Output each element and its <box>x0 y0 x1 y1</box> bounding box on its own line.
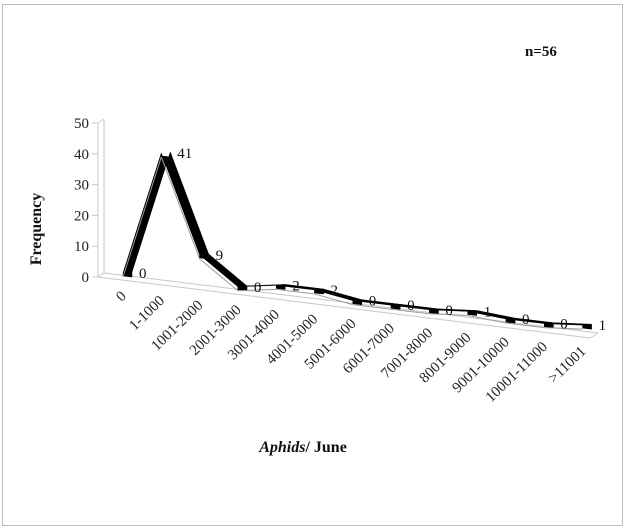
data-label: 0 <box>522 312 530 328</box>
back-wall-top-edge <box>98 119 104 123</box>
data-label: 0 <box>445 303 453 319</box>
y-tick-label: 30 <box>74 178 89 194</box>
ribbon-segment <box>123 152 170 277</box>
x-axis-title-italic: Aphids <box>258 439 305 456</box>
y-axis-title: Frequency <box>28 193 45 266</box>
data-labels: 0 41 9 0 2 2 0 0 0 1 0 0 1 <box>139 146 606 334</box>
data-label: 1 <box>484 304 492 320</box>
data-label: 9 <box>216 248 224 264</box>
x-tick-label: 0 <box>113 288 130 305</box>
y-tick-label: 50 <box>74 116 89 132</box>
ribbon-edge-highlight <box>123 157 161 277</box>
ribbon-segment <box>161 152 208 259</box>
sample-size-label: n=56 <box>525 44 557 60</box>
data-label: 0 <box>560 317 568 333</box>
y-tick-label: 20 <box>74 208 89 224</box>
y-tick-label: 40 <box>74 147 89 163</box>
x-tick-label: >11001 <box>546 344 590 387</box>
data-label: 0 <box>407 298 415 314</box>
data-label: 0 <box>254 280 262 296</box>
data-label: 41 <box>177 146 192 162</box>
x-tick-label: 1-1000 <box>126 293 168 334</box>
data-label: 2 <box>292 278 300 294</box>
data-label: 2 <box>331 283 339 299</box>
x-axis-title-rest: / June <box>304 439 346 456</box>
floor-right-edge <box>590 333 598 338</box>
chart-frame: 50 40 30 20 10 0 0 41 9 0 2 2 0 0 0 1 0 0 1 0 1-1000 1001-2… <box>2 4 623 526</box>
ribbon-edge-highlight <box>161 157 199 259</box>
x-axis-ticks: 01-10001001-20002001-30003001-40004001-5… <box>113 288 589 405</box>
x-axis-title: Aphids/ June <box>258 439 347 456</box>
floor-corner-edge <box>98 273 104 277</box>
y-tick-label: 10 <box>74 239 89 255</box>
y-tick-label: 0 <box>82 270 90 286</box>
data-label: 0 <box>369 294 377 310</box>
data-label: 1 <box>599 318 607 334</box>
axis-walls <box>98 119 598 338</box>
data-label: 0 <box>139 266 147 282</box>
y-axis-ticks: 50 40 30 20 10 0 <box>74 116 98 286</box>
